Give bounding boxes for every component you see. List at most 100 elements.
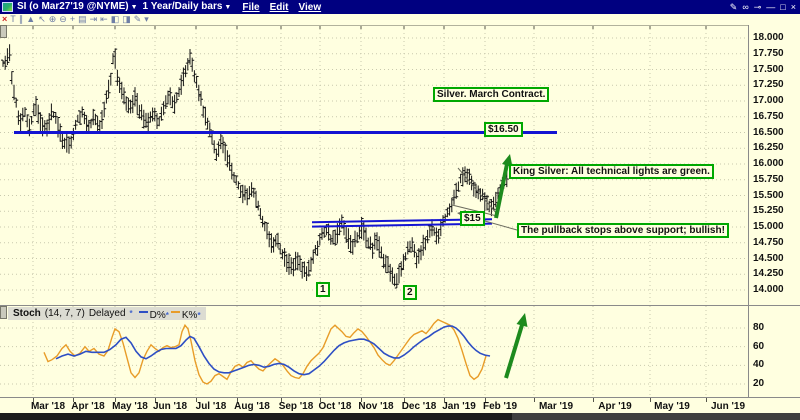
bar-chart-tool-icon[interactable]: ∥ (18, 14, 24, 24)
series-settings-icon[interactable]: * (165, 310, 169, 320)
month-tick (534, 398, 535, 402)
price-tick-label: 17.500 (753, 63, 784, 75)
pan-left-icon[interactable]: ◧ (110, 14, 120, 24)
legend-swatch-d (138, 311, 148, 314)
window-controls: ✎ ∞ ⊸ — □ × (730, 0, 796, 14)
month-label: Apr '19 (598, 401, 632, 412)
month-tick (155, 398, 156, 402)
app-icon (2, 2, 13, 12)
menu-item-view[interactable]: View (298, 1, 322, 13)
draw-tools-icon[interactable]: ✎ (133, 14, 142, 24)
month-tick (593, 398, 594, 402)
support-price-tag[interactable]: $15 (460, 211, 485, 226)
pan-right-icon[interactable]: ◨ (122, 14, 131, 24)
stoch-chart-canvas[interactable] (0, 306, 748, 398)
price-tick-label: 17.750 (753, 47, 784, 59)
month-tick (196, 398, 197, 402)
stoch-params: (14, 7, 7) (44, 308, 85, 319)
king-silver-note[interactable]: King Silver: All technical lights are gr… (509, 164, 714, 179)
month-tick (33, 398, 34, 402)
period-selector[interactable]: 1 Year/Daily bars (142, 1, 223, 12)
link-icon[interactable]: ∞ (742, 2, 749, 12)
stoch-tick-label: 60 (753, 340, 765, 352)
month-tick (485, 398, 486, 402)
close-chart-icon[interactable]: × (2, 14, 8, 24)
menu-item-file[interactable]: File (242, 1, 260, 13)
step-back-icon[interactable]: ⇤ (100, 14, 108, 24)
time-axis: Mar '18 Apr '18 May '18 Jun '18 Jul '18 Aug '… (0, 398, 800, 413)
stoch-tick-label: 80 (753, 322, 765, 333)
stoch-d-line (55, 325, 491, 376)
month-label: Feb '19 (482, 401, 518, 412)
month-label: Nov '18 (358, 401, 394, 412)
month-label: Dec '18 (401, 401, 437, 412)
text-tool-icon[interactable]: T (10, 14, 16, 24)
month-label: Jan '19 (442, 401, 476, 412)
month-label: Jun '18 (152, 401, 188, 412)
month-tick (115, 398, 116, 402)
month-label: May '19 (654, 401, 690, 412)
month-label: Mar '19 (538, 401, 574, 412)
price-tick-label: 14.500 (753, 252, 784, 264)
series-settings-icon[interactable]: * (197, 310, 201, 320)
stoch-panel-handle[interactable] (0, 306, 7, 319)
price-bars (1, 44, 509, 289)
title-bar: SI (o Mar27'19 @NYME) ▼ 1 Year/Daily bar… (0, 0, 800, 14)
menu-item-edit[interactable]: Edit (269, 1, 289, 13)
stoch-settings-icon[interactable]: * (129, 309, 133, 318)
scrollbar-thumb[interactable] (512, 413, 800, 420)
month-tick (706, 398, 707, 402)
month-tick (404, 398, 405, 402)
month-tick (73, 398, 74, 402)
stoch-arrowhead (516, 313, 528, 327)
legend-label: D% (149, 309, 166, 321)
step-forward-icon[interactable]: ⇥ (89, 14, 98, 24)
minimize-icon[interactable]: — (766, 2, 776, 12)
price-tick-label: 15.250 (753, 205, 784, 217)
panel-divider[interactable] (0, 305, 800, 306)
breakout-arrow[interactable] (494, 163, 509, 219)
month-tick (361, 398, 362, 402)
month-tick (237, 398, 238, 402)
month-label: Jun '19 (710, 401, 746, 412)
contract-dropdown-icon[interactable]: ▼ (130, 3, 138, 11)
crosshair-tool-icon[interactable]: + (69, 14, 76, 24)
point-2-marker[interactable]: 2 (403, 285, 417, 300)
contract-note[interactable]: Silver. March Contract. (433, 87, 550, 102)
month-label: Apr '18 (71, 401, 105, 412)
month-label: Jul '18 (195, 401, 227, 412)
price-tick-label: 17.000 (753, 95, 784, 106)
area-chart-tool-icon[interactable]: ▲ (26, 14, 36, 24)
month-tick (444, 398, 445, 402)
pin-icon[interactable]: ⊸ (753, 2, 762, 12)
pointer-tool-icon[interactable]: ↖ (38, 14, 46, 24)
main-panel-handle[interactable] (0, 25, 7, 38)
annotate-icon[interactable]: ✎ (729, 2, 738, 12)
price-tick-label: 14.750 (753, 236, 784, 248)
stoch-bottom-border (0, 397, 800, 398)
chart-top-border (0, 25, 748, 26)
tools-dropdown-icon[interactable]: ▾ (144, 14, 149, 24)
resistance-price-tag[interactable]: $16.50 (484, 122, 523, 137)
price-tick-label: 18.000 (753, 32, 784, 43)
zoom-in-tool-icon[interactable]: ⊕ (48, 14, 57, 24)
month-label: May '18 (112, 401, 148, 412)
price-tick-label: 15.000 (753, 221, 784, 232)
stoch-up-arrow[interactable] (504, 324, 524, 379)
period-dropdown-icon[interactable]: ▼ (224, 3, 232, 11)
indicator-tool-icon[interactable]: ▤ (78, 14, 87, 24)
maximize-icon[interactable]: □ (780, 2, 786, 12)
close-icon[interactable]: × (790, 2, 796, 12)
stoch-k-line (43, 318, 487, 385)
stoch-mode: Delayed (88, 308, 126, 319)
point-1-marker[interactable]: 1 (316, 282, 330, 297)
chart-scrollbar[interactable] (0, 413, 800, 420)
wedge-trendline[interactable] (457, 167, 498, 215)
price-tick-label: 15.750 (753, 173, 784, 185)
pullback-note[interactable]: The pullback stops above support; bullis… (517, 223, 729, 238)
zoom-out-tool-icon[interactable]: ⊖ (59, 14, 67, 24)
month-label: Oct '18 (318, 401, 352, 412)
wedge-trendline[interactable] (451, 204, 498, 217)
month-label: Aug '18 (234, 401, 270, 412)
